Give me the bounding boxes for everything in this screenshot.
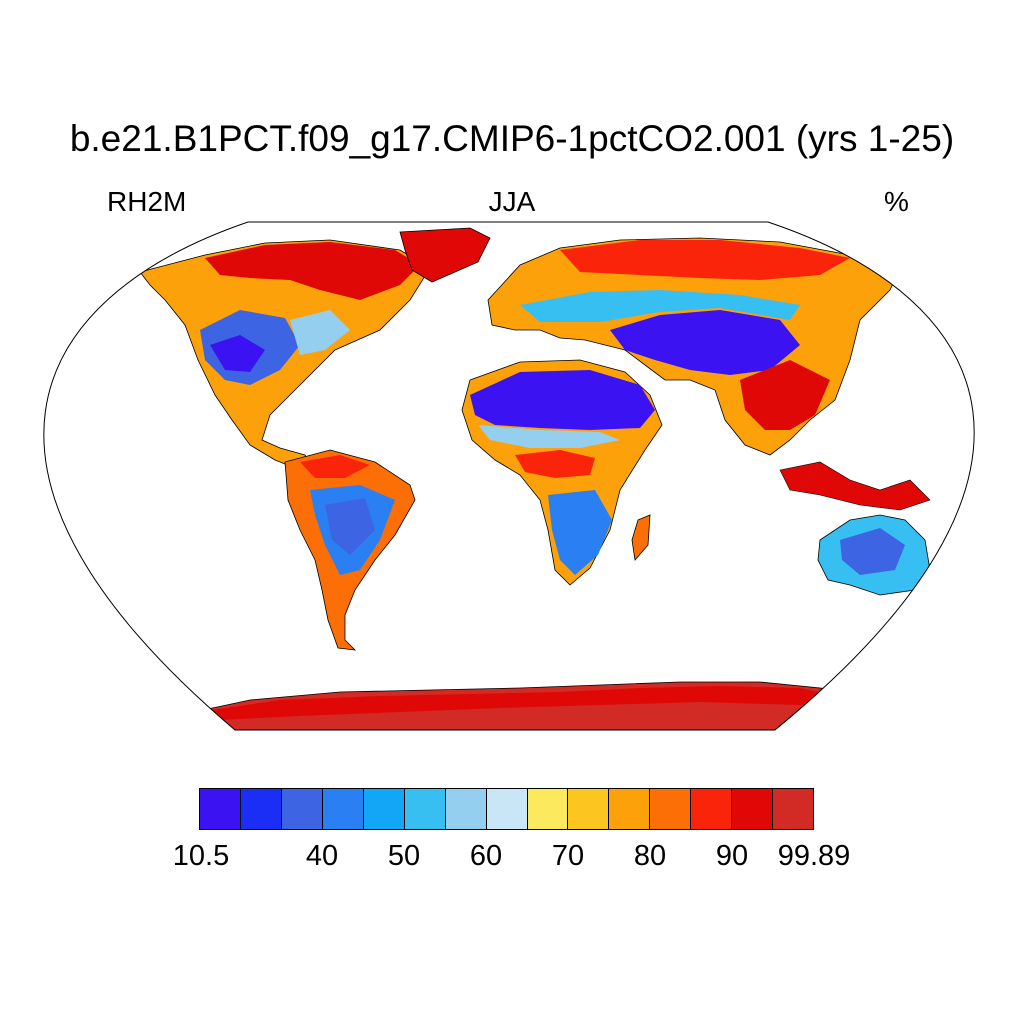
south-america-moist-north	[300, 455, 370, 478]
map-border	[43, 221, 975, 731]
colorbar-tick-label: 10.5	[172, 840, 230, 872]
colorbar-box	[773, 789, 814, 829]
colorbar-box	[404, 789, 446, 829]
maritime-continent	[779, 461, 931, 511]
antarctica-coast-humid	[200, 686, 845, 720]
units-label: %	[884, 186, 909, 217]
north-america-arctic-humid	[205, 242, 420, 300]
colorbar-tick-label: 50	[387, 840, 421, 872]
map-panel	[43, 221, 975, 731]
season-label: JJA	[488, 186, 536, 217]
sahara-dry	[470, 370, 655, 430]
madagascar	[631, 514, 651, 561]
colorbar-tick-label: 80	[633, 840, 667, 872]
sahel-transition	[478, 425, 620, 448]
figure-title: b.e21.B1PCT.f09_g17.CMIP6-1pctCO2.001 (y…	[69, 118, 955, 159]
colorbar-tick-label: 90	[715, 840, 749, 872]
australia-dry-interior	[840, 528, 905, 575]
world-map	[43, 221, 975, 731]
colorbar-box	[486, 789, 528, 829]
central-asia-dry	[610, 310, 800, 375]
greenland-landmass	[399, 227, 491, 283]
colorbar-tick-label: 40	[305, 840, 339, 872]
north-america-dry-core	[210, 335, 265, 372]
colorbar-tick-label: 99.89	[777, 840, 851, 872]
new-zealand	[929, 587, 975, 621]
south-america-core-dry	[325, 498, 375, 555]
central-africa-humid	[515, 450, 595, 478]
colorbar-box	[322, 789, 364, 829]
colorbar-box	[363, 789, 405, 829]
colorbar-box	[200, 789, 241, 829]
colorbar-box	[650, 789, 692, 829]
colorbar-box	[691, 789, 733, 829]
southern-africa-dry	[548, 490, 612, 575]
colorbar	[199, 788, 814, 830]
north-america-moist-east	[290, 310, 350, 355]
colorbar-box	[445, 789, 487, 829]
southeast-asia-humid	[740, 360, 830, 430]
colorbar-box	[527, 789, 569, 829]
colorbar-box	[609, 789, 651, 829]
variable-label: RH2M	[107, 186, 187, 217]
colorbar-box	[568, 789, 610, 829]
asia-steppe-moist	[520, 290, 800, 322]
colorbar-box	[732, 789, 774, 829]
colorbar-tick-label: 60	[469, 840, 503, 872]
colorbar-box	[281, 789, 323, 829]
siberia-humid	[560, 240, 850, 280]
colorbar-tick-label: 70	[551, 840, 585, 872]
colorbar-box	[240, 789, 282, 829]
